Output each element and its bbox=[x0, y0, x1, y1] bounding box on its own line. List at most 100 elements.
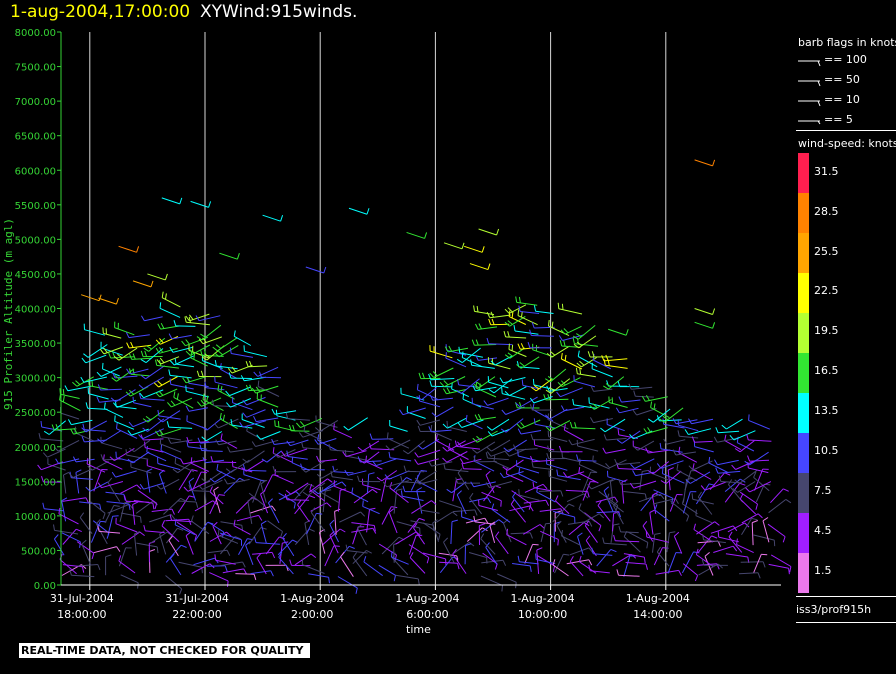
wind-barb-flag bbox=[556, 391, 561, 398]
wind-barb bbox=[236, 514, 259, 522]
wind-barb bbox=[347, 470, 367, 476]
wind-barb bbox=[725, 553, 748, 558]
wind-barb bbox=[246, 409, 266, 418]
wind-barb bbox=[413, 527, 426, 545]
wind-barb-flag bbox=[589, 417, 594, 423]
wind-barb-flag bbox=[245, 384, 249, 391]
wind-barb bbox=[248, 492, 265, 506]
wind-barb-flag bbox=[539, 524, 545, 529]
wind-barb bbox=[85, 420, 108, 433]
wind-barb-flag bbox=[256, 553, 262, 559]
wind-barb-flag bbox=[291, 456, 294, 463]
wind-barb bbox=[605, 448, 626, 454]
wind-barb-flag bbox=[256, 434, 261, 440]
wind-barb-flag bbox=[196, 370, 200, 377]
wind-barb bbox=[694, 440, 713, 443]
wind-barb-flag bbox=[506, 528, 509, 535]
wind-barb-flag bbox=[226, 402, 231, 408]
wind-barb bbox=[40, 438, 64, 442]
wind-barb-flag bbox=[530, 455, 534, 462]
wind-barb-flag bbox=[198, 338, 204, 345]
wind-barb-flag bbox=[757, 513, 763, 519]
speed-label: 22.5 bbox=[814, 284, 839, 297]
wind-barb-flag bbox=[510, 499, 515, 505]
wind-barb-flag bbox=[587, 491, 590, 498]
wind-barb bbox=[132, 280, 152, 288]
wind-barb bbox=[396, 521, 420, 529]
speed-swatch bbox=[798, 393, 809, 433]
wind-barb bbox=[178, 469, 193, 491]
wind-barb-flag bbox=[69, 569, 72, 576]
wind-barb bbox=[488, 381, 509, 389]
wind-barb-flag bbox=[569, 421, 573, 428]
wind-barb-flag bbox=[501, 585, 503, 592]
wind-barb-flag bbox=[230, 419, 233, 426]
wind-barb-flag bbox=[272, 447, 275, 454]
wind-barb bbox=[627, 531, 649, 543]
speed-label: 7.5 bbox=[814, 484, 832, 497]
wind-barb bbox=[739, 498, 757, 515]
speed-label: 4.5 bbox=[814, 524, 832, 537]
wind-barb-flag bbox=[62, 388, 65, 396]
wind-barb-flag bbox=[748, 414, 750, 421]
wind-barb-flag bbox=[96, 371, 102, 377]
wind-barb bbox=[162, 410, 181, 423]
wind-barb-flag bbox=[257, 380, 260, 387]
wind-barb-flag bbox=[169, 378, 172, 385]
wind-barb-flag bbox=[185, 350, 191, 356]
wind-barb-flag bbox=[349, 545, 355, 549]
wind-barb-flag bbox=[533, 418, 536, 425]
wind-barb bbox=[260, 431, 281, 440]
wind-barb-flag bbox=[472, 437, 478, 443]
wind-barb bbox=[510, 532, 531, 535]
wind-barb-flag bbox=[712, 308, 716, 315]
wind-barb-flag bbox=[669, 531, 676, 534]
wind-barb bbox=[483, 485, 496, 502]
wind-barb-flag bbox=[110, 397, 116, 403]
wind-barb bbox=[739, 469, 758, 484]
wind-barb-flag bbox=[173, 320, 177, 327]
wind-barb bbox=[330, 449, 354, 453]
wind-barb bbox=[650, 472, 669, 481]
wind-barb bbox=[352, 526, 359, 545]
wind-barb bbox=[116, 428, 138, 439]
chart-title: XYWind:915winds. bbox=[200, 2, 358, 22]
wind-barb bbox=[389, 487, 409, 503]
wind-barb bbox=[564, 325, 582, 335]
wind-barb-flag bbox=[97, 482, 102, 488]
wind-barb-flag bbox=[317, 434, 320, 441]
wind-barb-flag bbox=[140, 350, 144, 357]
wind-barb bbox=[406, 231, 425, 239]
wind-barb-flag bbox=[520, 343, 525, 350]
wind-barb bbox=[176, 363, 195, 368]
legend-barb-flag bbox=[817, 80, 821, 87]
wind-barb bbox=[120, 484, 137, 494]
wind-barb-flag bbox=[288, 424, 292, 431]
wind-barb-flag bbox=[204, 353, 211, 358]
wind-barb bbox=[169, 558, 182, 576]
wind-barb-flag bbox=[310, 553, 317, 558]
wind-barb-flag bbox=[201, 356, 208, 361]
wind-barb bbox=[489, 524, 496, 544]
wind-barb bbox=[577, 536, 584, 555]
wind-barb bbox=[191, 563, 211, 574]
wind-barb bbox=[654, 509, 670, 522]
wind-barb-flag bbox=[158, 347, 164, 353]
wind-barb-flag bbox=[747, 462, 749, 469]
wind-barb bbox=[461, 347, 481, 363]
wind-barb-flag bbox=[724, 434, 727, 441]
speed-label: 13.5 bbox=[814, 404, 839, 417]
wind-barb bbox=[490, 448, 513, 457]
wind-barb-flag bbox=[293, 502, 296, 509]
legend-barb-100: == 100 bbox=[824, 53, 867, 66]
wind-barb-flag bbox=[714, 521, 720, 526]
wind-barb bbox=[177, 495, 190, 514]
wind-barb bbox=[159, 307, 181, 318]
wind-barb-flag bbox=[279, 536, 286, 540]
wind-barb-flag bbox=[140, 358, 147, 364]
wind-barb bbox=[378, 564, 396, 576]
wind-barb-flag bbox=[529, 532, 533, 539]
wind-barb bbox=[159, 533, 167, 555]
wind-barb-flag bbox=[569, 556, 574, 562]
wind-barb bbox=[409, 557, 426, 574]
